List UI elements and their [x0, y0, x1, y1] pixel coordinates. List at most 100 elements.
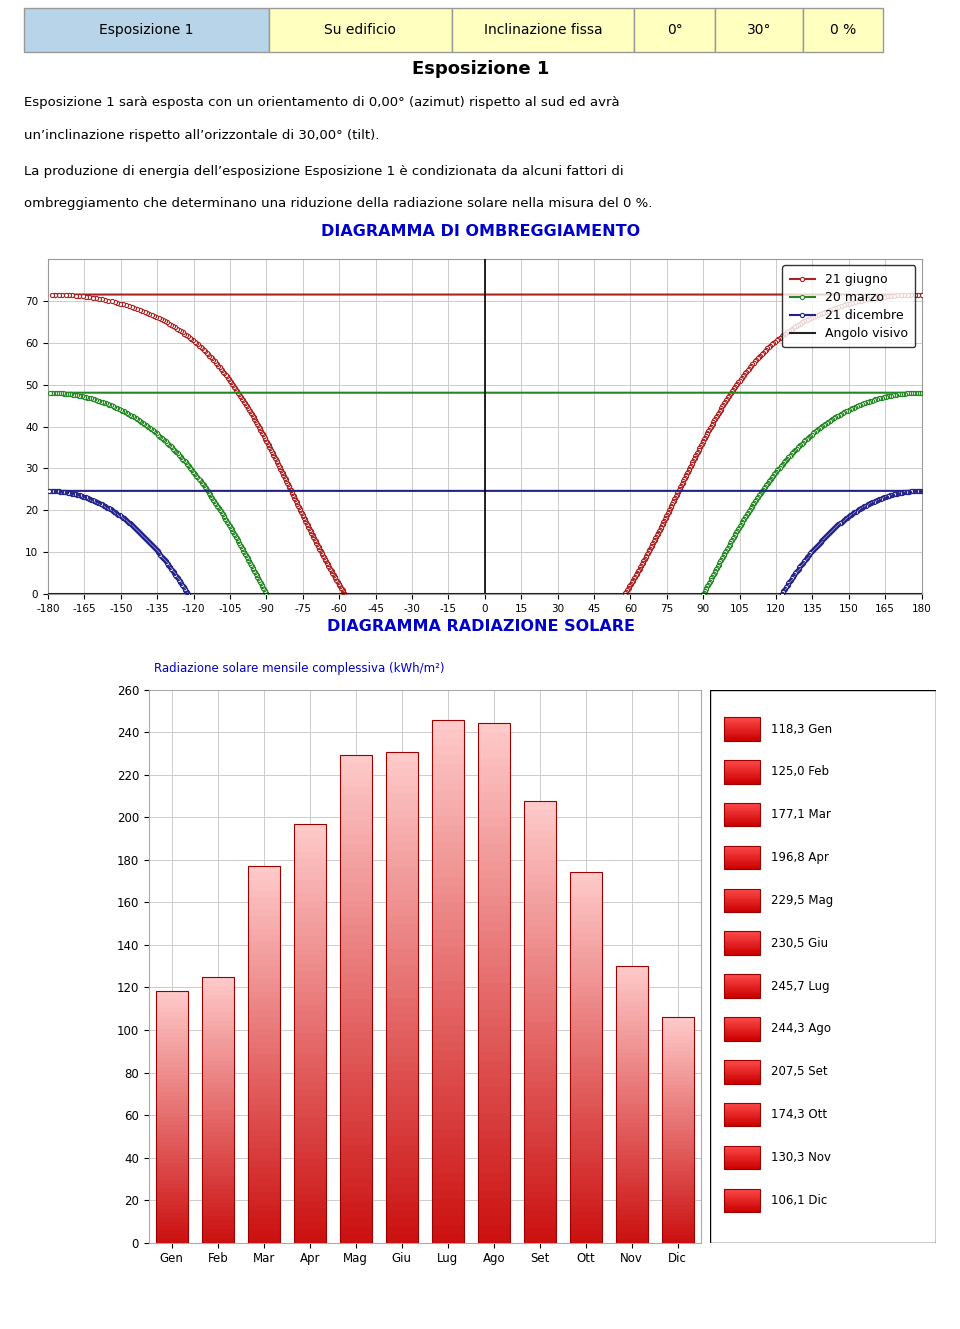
Bar — [294, 998, 325, 1006]
Bar — [569, 1126, 602, 1131]
Bar — [340, 844, 372, 852]
Bar — [524, 1022, 556, 1030]
Bar — [340, 1088, 372, 1096]
Bar — [569, 989, 602, 995]
Bar — [569, 902, 602, 909]
Bar — [615, 1215, 648, 1220]
Bar — [569, 916, 602, 921]
Bar — [478, 775, 510, 784]
Bar — [386, 1128, 418, 1136]
Bar — [340, 1219, 372, 1227]
Bar — [386, 957, 418, 965]
Bar — [386, 785, 418, 793]
Bar — [248, 867, 280, 872]
Bar — [340, 1120, 372, 1128]
Bar — [340, 925, 372, 933]
Bar — [432, 738, 464, 747]
Bar — [524, 941, 556, 949]
Text: 174,3 Ott: 174,3 Ott — [771, 1108, 828, 1122]
Bar — [248, 1123, 280, 1130]
Bar — [202, 1127, 234, 1132]
Bar — [661, 1187, 694, 1189]
Bar — [386, 1136, 418, 1144]
Bar — [432, 807, 464, 816]
Bar — [386, 1006, 418, 1014]
Bar — [724, 932, 760, 956]
Bar — [524, 999, 556, 1007]
Bar — [432, 755, 464, 764]
Bar — [478, 827, 510, 836]
Bar — [248, 1224, 280, 1231]
Bar — [248, 1155, 280, 1162]
Bar — [340, 909, 372, 917]
Bar — [156, 1050, 188, 1054]
Bar — [202, 1172, 234, 1176]
Bar — [569, 1163, 602, 1168]
Bar — [386, 874, 418, 884]
Bar — [340, 836, 372, 844]
Bar — [156, 1122, 188, 1126]
Bar — [294, 886, 325, 894]
Bar — [294, 1236, 325, 1243]
Bar — [615, 1123, 648, 1127]
Bar — [294, 1208, 325, 1215]
Bar — [661, 1062, 694, 1066]
Bar — [478, 767, 510, 775]
Bar — [294, 831, 325, 839]
Bar — [248, 1205, 280, 1211]
Bar — [156, 1062, 188, 1067]
Bar — [340, 1047, 372, 1055]
Bar — [524, 1059, 556, 1066]
Bar — [661, 1126, 694, 1130]
Bar — [478, 966, 510, 974]
Bar — [569, 983, 602, 989]
Bar — [478, 870, 510, 878]
Bar — [615, 1146, 648, 1151]
Bar — [340, 1136, 372, 1146]
Bar — [340, 1128, 372, 1136]
Bar — [340, 885, 372, 893]
Text: Esposizione 1: Esposizione 1 — [99, 23, 194, 37]
Bar — [615, 1030, 648, 1035]
Bar — [202, 1159, 234, 1163]
Bar — [432, 728, 464, 738]
Bar — [803, 8, 883, 52]
Bar — [524, 1199, 556, 1205]
Bar — [432, 902, 464, 912]
Bar — [340, 763, 372, 771]
Bar — [524, 860, 556, 868]
Bar — [724, 1103, 760, 1127]
Bar — [478, 723, 510, 1243]
Bar — [432, 946, 464, 956]
Bar — [156, 1205, 188, 1209]
Bar — [340, 1039, 372, 1047]
Bar — [569, 1051, 602, 1058]
Bar — [248, 1136, 280, 1142]
Bar — [661, 1080, 694, 1084]
Bar — [156, 1071, 188, 1075]
Bar — [386, 1055, 418, 1063]
Bar — [569, 1107, 602, 1112]
Bar — [248, 1061, 280, 1067]
Bar — [524, 1080, 556, 1088]
Text: DIAGRAMMA DI OMBREGGIAMENTO: DIAGRAMMA DI OMBREGGIAMENTO — [322, 223, 640, 239]
Bar — [156, 1231, 188, 1235]
Bar — [432, 999, 464, 1007]
Text: 106,1 Dic: 106,1 Dic — [771, 1193, 828, 1207]
Bar — [248, 885, 280, 892]
Bar — [248, 878, 280, 885]
Text: Su edificio: Su edificio — [324, 23, 396, 37]
Bar — [202, 1043, 234, 1047]
Bar — [615, 1049, 648, 1054]
Bar — [202, 1017, 234, 1021]
Bar — [615, 1136, 648, 1142]
Bar — [478, 740, 510, 750]
Bar — [524, 816, 556, 824]
Bar — [248, 1049, 280, 1054]
Bar — [569, 1002, 602, 1007]
Bar — [615, 1118, 648, 1123]
Bar — [524, 1030, 556, 1037]
Bar — [386, 989, 418, 998]
Bar — [524, 1051, 556, 1059]
Bar — [156, 1083, 188, 1087]
